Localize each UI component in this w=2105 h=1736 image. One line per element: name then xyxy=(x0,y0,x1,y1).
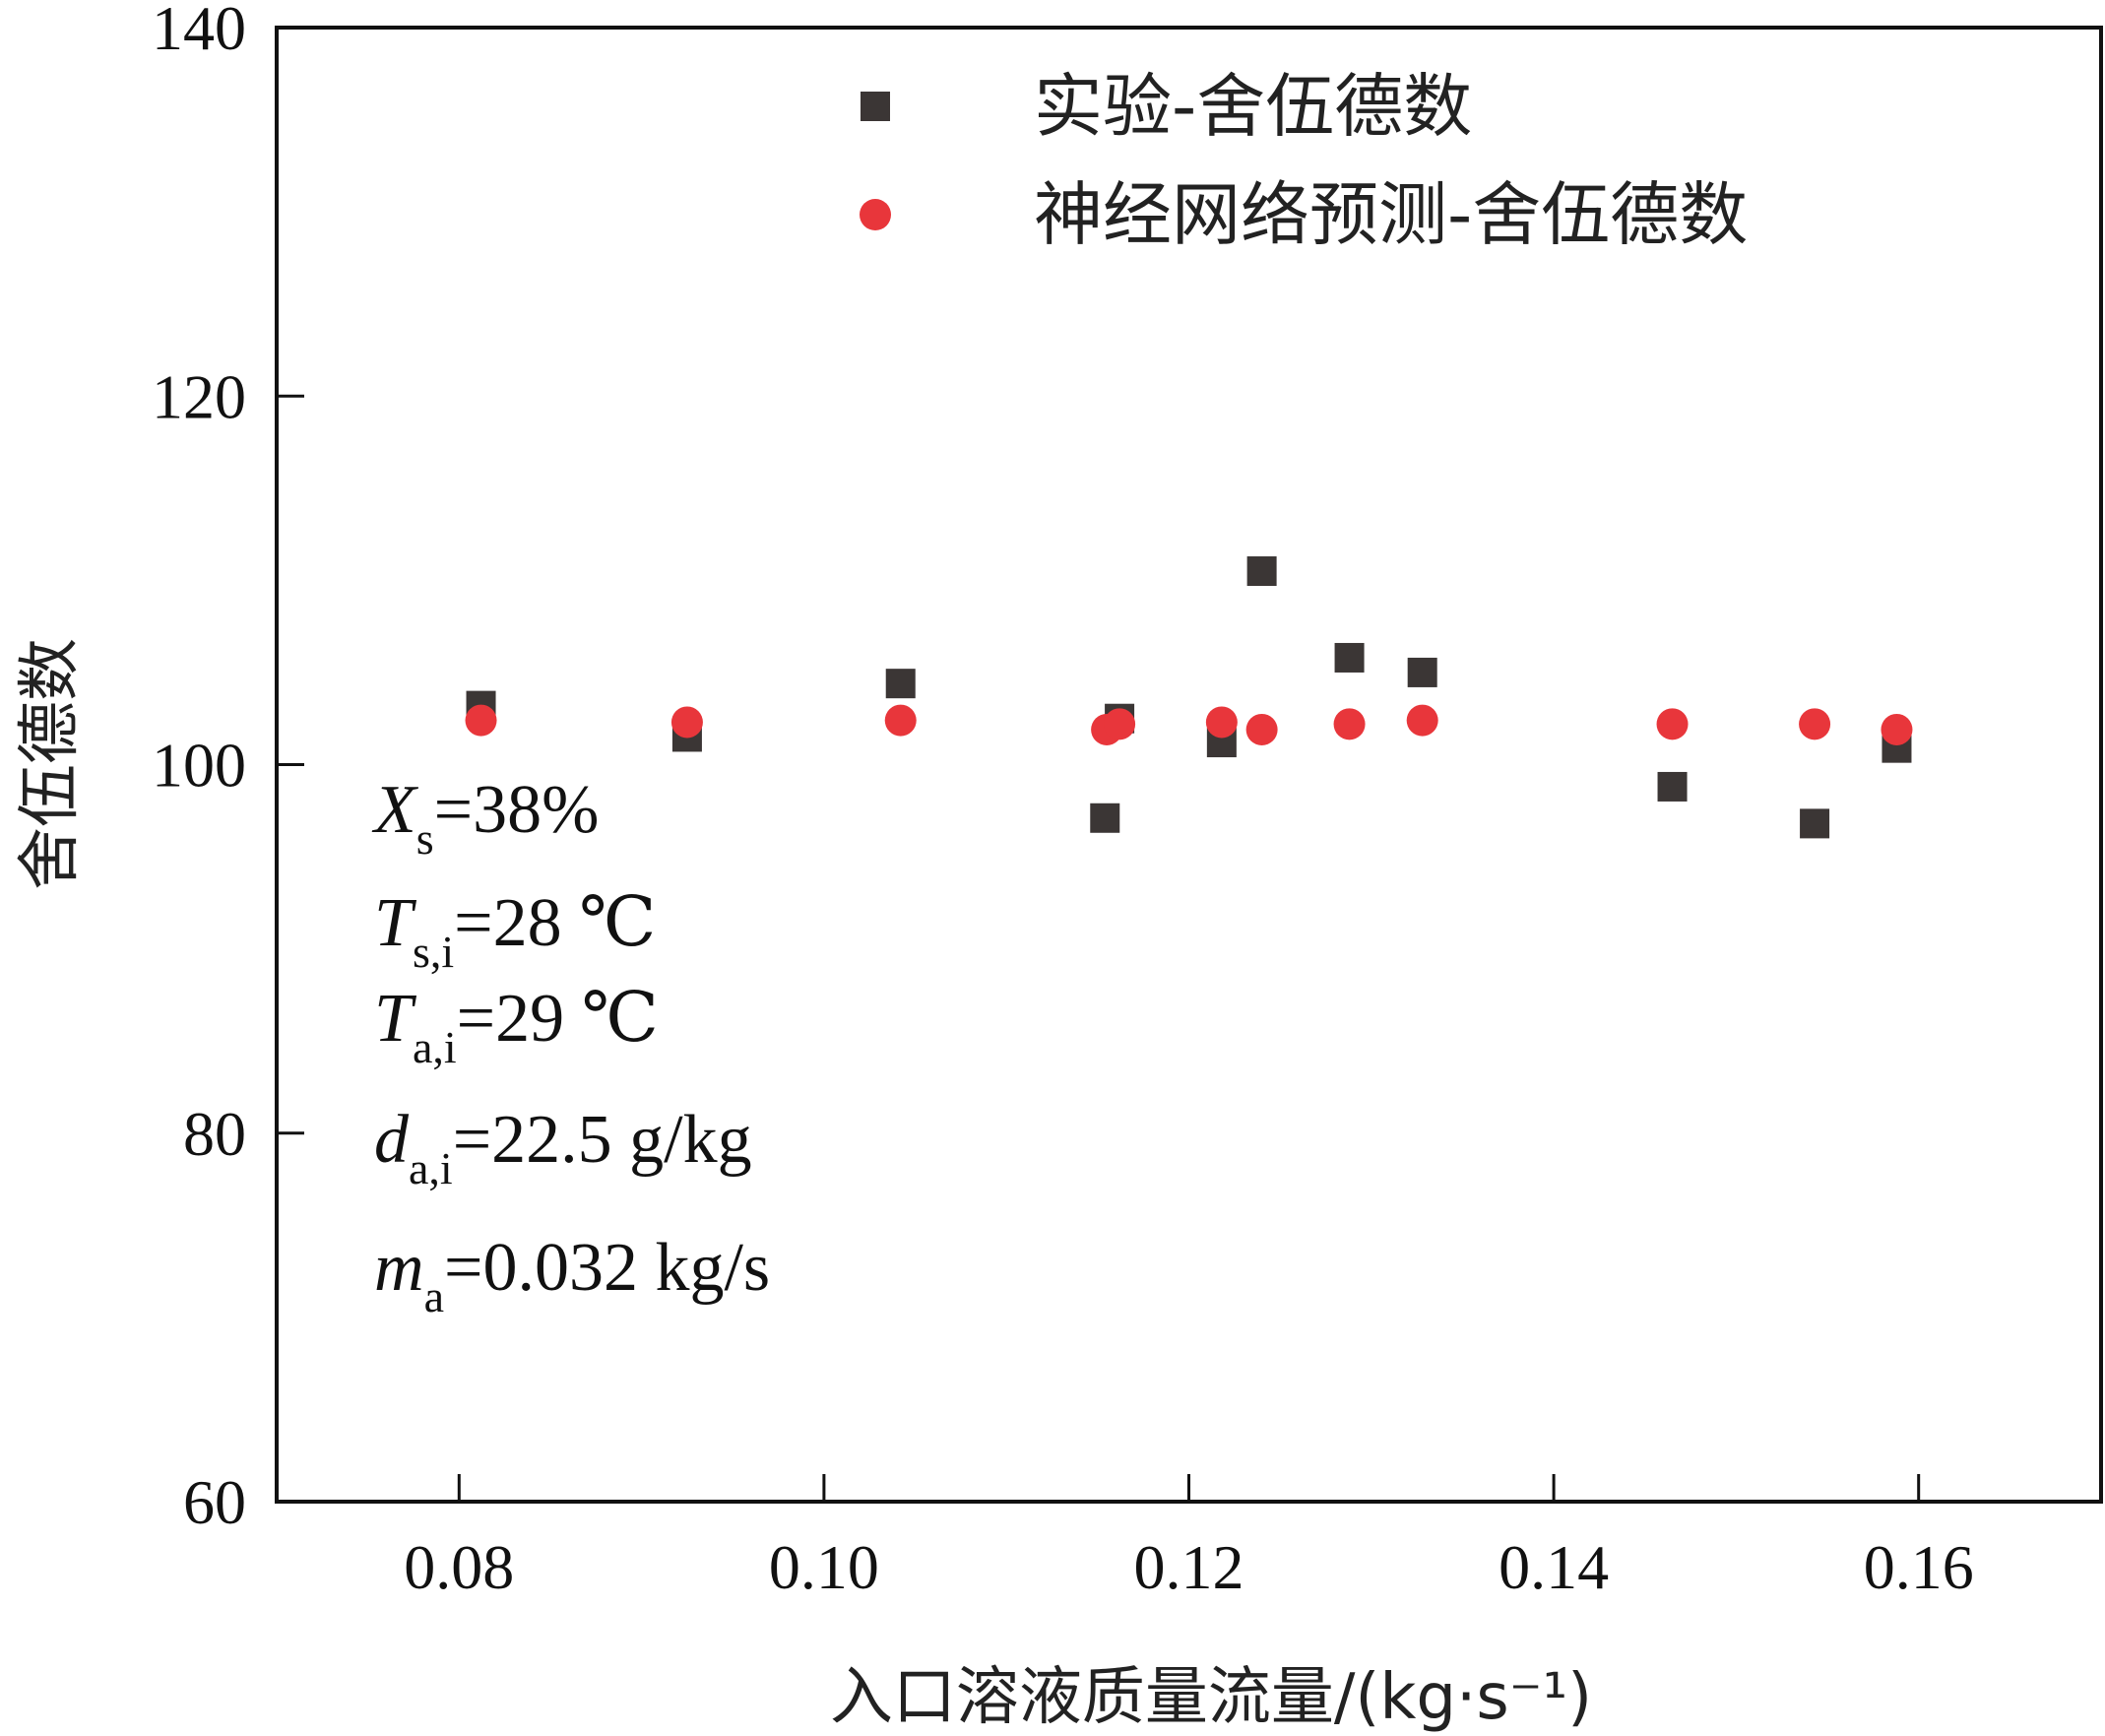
y-tick-label: 80 xyxy=(183,1099,246,1169)
prediction-point xyxy=(1245,713,1278,745)
annotation-line: Ts,i=28 ℃ xyxy=(374,885,656,977)
experiment-point xyxy=(1334,642,1365,673)
x-tick-label: 0.10 xyxy=(769,1532,879,1602)
prediction-point xyxy=(1104,708,1136,740)
experiment-point xyxy=(1407,657,1437,687)
prediction-point xyxy=(884,704,917,737)
annotation-line: Xs=38% xyxy=(371,772,599,864)
x-axis-title: 入口溶液质量流量/(kg·s⁻¹) xyxy=(830,1661,1592,1734)
ticks-layer: 0.08 0.10 0.12 0.14 0.16 60 80 100 120 140 xyxy=(152,0,1974,1602)
prediction-point xyxy=(1406,704,1438,737)
x-tick-label: 0.08 xyxy=(404,1532,514,1602)
y-tick-label: 120 xyxy=(152,361,246,431)
condition-annotations: Xs=38% Ts,i=28 ℃Ta,i=29 ℃ da,i=22.5 g/kg ma… xyxy=(371,772,770,1321)
plot-frame xyxy=(275,26,2103,1504)
points-layer xyxy=(465,556,1913,839)
y-tick-label: 60 xyxy=(183,1467,246,1537)
experiment-point xyxy=(1246,556,1277,587)
prediction-point xyxy=(1799,708,1831,740)
y-axis-title: 舍伍德数 xyxy=(14,638,87,890)
experiment-point xyxy=(1657,771,1688,802)
legend-label: 实验-舍伍德数 xyxy=(1034,66,1472,147)
legend-label: 神经网络预测-舍伍德数 xyxy=(1034,174,1748,255)
x-tick-label: 0.16 xyxy=(1864,1532,1974,1602)
y-tick-label: 140 xyxy=(152,0,246,63)
x-tick-label: 0.14 xyxy=(1499,1532,1609,1602)
annotation-line: Ta,i=29 ℃ xyxy=(374,981,659,1072)
annotation-line: ma=0.032 kg/s xyxy=(374,1230,770,1321)
experiment-point xyxy=(1090,803,1120,833)
y-tick-label: 100 xyxy=(152,731,246,801)
prediction-point xyxy=(1881,713,1913,745)
legend-marker-prediction xyxy=(860,199,891,230)
prediction-point xyxy=(465,704,497,737)
legend-marker-experiment xyxy=(861,92,890,121)
experiment-point xyxy=(1800,808,1830,839)
x-tick-label: 0.12 xyxy=(1134,1532,1244,1602)
prediction-point xyxy=(670,706,703,739)
prediction-point xyxy=(1656,708,1689,740)
annotation-line: da,i=22.5 g/kg xyxy=(374,1102,752,1193)
prediction-point xyxy=(1333,708,1366,740)
experiment-point xyxy=(885,669,916,699)
prediction-point xyxy=(1205,706,1238,739)
